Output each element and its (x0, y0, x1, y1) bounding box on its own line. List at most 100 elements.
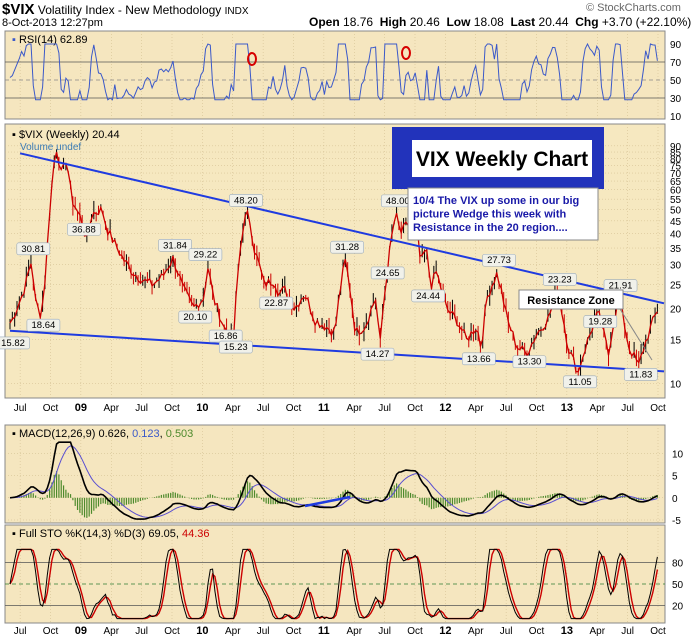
rsi-y-tick: 90 (670, 40, 682, 51)
x-tick-label: Jul (500, 626, 513, 637)
sto-y-tick: 20 (672, 602, 684, 613)
price-y-tick: 85 (670, 148, 682, 159)
price-label-box (158, 238, 192, 252)
price-label: 48.20 (234, 195, 258, 206)
datetime: 8-Oct-2013 12:27pm (2, 17, 103, 29)
price-label: 16.86 (214, 331, 238, 342)
rsi-y-tick: 50 (670, 76, 682, 87)
index-name: Volatility Index - New Methodology (37, 3, 222, 17)
note-box-bg (407, 187, 599, 241)
macd-histogram (11, 471, 658, 518)
price-y-tick: 75 (670, 162, 682, 173)
x-tick-label: Jul (500, 403, 513, 414)
x-tick-label: 10 (196, 402, 208, 414)
macd-panel: ▪ MACD(12,26,9) 0.626, 0.123, 0.503 -5 0 5… (4, 424, 684, 527)
trendline (9, 329, 665, 373)
rsi-y-tick: 70 (670, 58, 682, 69)
price-y-tick: 45 (670, 217, 682, 228)
x-tick-label: Jul (621, 626, 634, 637)
x-tick-label: Oct (164, 403, 180, 414)
chg-value: +3.70 (+22.10%) (601, 15, 692, 29)
note-line: Resistance in the 20 region.... (413, 222, 568, 234)
x-tick-label: Apr (468, 626, 484, 637)
x-tick-label: Jul (14, 626, 27, 637)
x-tick-label: Oct (650, 403, 666, 414)
high-label: High (379, 15, 407, 29)
price-label: 13.66 (467, 354, 491, 365)
x-tick-label: Apr (103, 403, 119, 414)
x-tick-label: 11 (318, 402, 330, 414)
sto-title: ▪ Full STO %K(14,3) %D(3) 69.05, 44.36 (12, 528, 210, 540)
price-label-box (16, 242, 51, 256)
sto-y-axis: 20 50 80 (672, 558, 684, 612)
price-label-box (188, 248, 223, 261)
price-label-box (512, 355, 547, 369)
price-y-tick: 20 (670, 305, 682, 316)
price-grid (5, 124, 665, 398)
price-label-box (218, 340, 253, 354)
resistance-pointer (619, 308, 653, 361)
price-line (9, 151, 658, 373)
x-tick-label: Jul (14, 403, 27, 414)
x-tick-label: Jul (257, 626, 270, 637)
price-label: 20.10 (183, 312, 207, 323)
price-label: 24.65 (376, 268, 400, 279)
x-tick-label: Apr (225, 626, 241, 637)
open-value: 18.76 (343, 15, 374, 29)
price-label: 15.82 (1, 338, 25, 349)
price-label-box (482, 253, 516, 267)
price-label: 29.22 (194, 250, 218, 261)
title-box: VIX Weekly Chart (392, 127, 604, 189)
rsi-grid (5, 31, 665, 119)
x-tick-label: Oct (407, 626, 423, 637)
x-tick-label: Oct (407, 403, 423, 414)
x-tick-label: Oct (164, 626, 180, 637)
price-label-box (411, 289, 445, 303)
rsi-line (9, 42, 658, 101)
x-tick-label: 11 (318, 625, 330, 637)
price-label: 48.00 (386, 196, 410, 207)
quote-line: Open 18.76 High 20.46 Low 18.08 Last 20.… (309, 15, 691, 29)
sto-k-line (9, 548, 658, 620)
price-label: 15.23 (224, 342, 248, 353)
price-label-box (623, 368, 658, 381)
price-label: 23.23 (548, 274, 572, 285)
x-tick-label: Oct (286, 626, 302, 637)
price-label: 30.81 (21, 244, 45, 255)
rsi-y-tick: 30 (670, 94, 682, 105)
rsi-title: ▪ RSI(14) 62.89 (12, 34, 87, 46)
x-tick-label: Oct (43, 403, 59, 414)
price-label-box (26, 318, 61, 332)
price-label-box (178, 310, 213, 324)
high-value: 20.46 (409, 15, 440, 29)
x-tick-label: Jul (378, 626, 391, 637)
open-label: Open (309, 15, 340, 29)
x-tick-label: 13 (561, 625, 573, 637)
symbol: $VIX (2, 1, 35, 18)
price-label: 22.87 (264, 298, 288, 309)
price-label-box (229, 194, 263, 207)
price-y-tick: 60 (670, 186, 682, 197)
x-tick-label: 09 (75, 402, 87, 414)
price-label: 31.28 (335, 242, 359, 253)
price-label: 13.30 (518, 357, 542, 368)
exchange: INDX (224, 6, 249, 17)
x-tick-label: 13 (561, 402, 573, 414)
title-box-text: VIX Weekly Chart (416, 148, 588, 171)
price-label-box (330, 240, 364, 254)
price-y-tick: 65 (670, 177, 682, 188)
low-value: 18.08 (473, 15, 504, 29)
x-tick-label: 12 (439, 402, 451, 414)
x-tick-label: Apr (589, 403, 605, 414)
price-y-tick: 40 (670, 230, 682, 241)
macd-y-tick: -5 (672, 516, 681, 527)
last-label: Last (510, 15, 536, 29)
macd-title: ▪ MACD(12,26,9) 0.626, 0.123, 0.503 (12, 428, 193, 440)
price-y-tick: 80 (670, 155, 682, 166)
volume-label: Volume undef (20, 142, 81, 153)
price-y-tick: 55 (670, 195, 682, 206)
x-tick-label: 10 (196, 625, 208, 637)
price-title: ▪ $VIX (Weekly) 20.44 (12, 129, 120, 141)
macd-y-axis: -5 0 5 10 (672, 449, 684, 527)
